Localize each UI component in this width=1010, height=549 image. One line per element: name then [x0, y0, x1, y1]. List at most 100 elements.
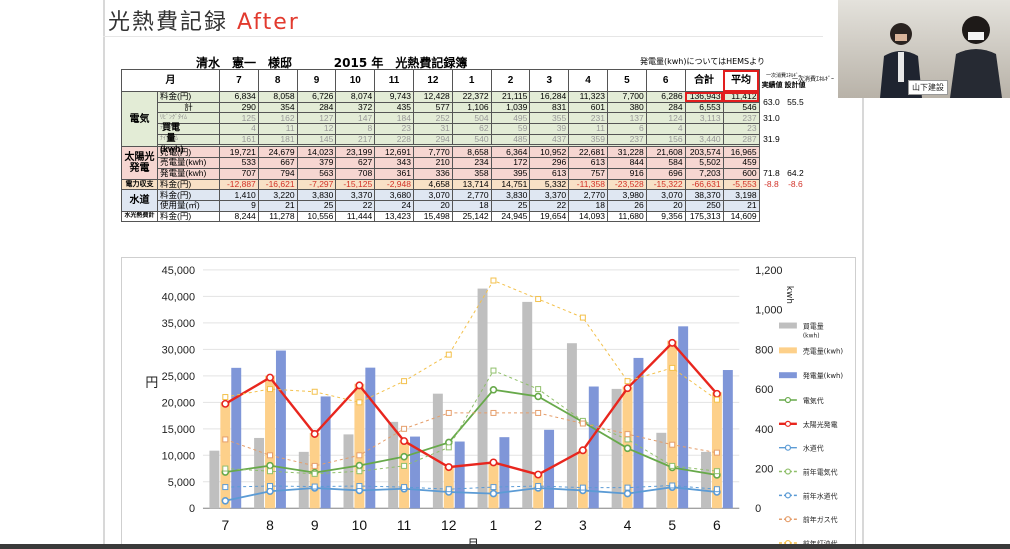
- row-label-total: 計: [157, 101, 220, 114]
- category-electricity: 電気: [121, 90, 158, 148]
- value-cell: 184: [374, 112, 414, 125]
- bar-2-9: [633, 357, 644, 509]
- value-cell: 1,039: [490, 101, 531, 114]
- line-point-3-1: [267, 468, 273, 475]
- value-cell: 4,658: [412, 178, 453, 191]
- value-cell: 437: [529, 133, 570, 146]
- legend-label: 電気代: [803, 396, 824, 405]
- value-cell: -11,358: [568, 178, 608, 191]
- camera-side-label: 一次消費ｴﾈﾙｷﾞｰ: [792, 76, 835, 83]
- value-cell: 9,356: [645, 210, 686, 223]
- value-cell: 3,830: [296, 189, 337, 201]
- value-cell: 916: [606, 167, 647, 180]
- line-point-6-5: [445, 351, 452, 358]
- value-cell: 361: [374, 167, 414, 180]
- value-cell: 203,574: [684, 146, 724, 159]
- value-cell: 237: [606, 133, 647, 146]
- x-axis-label: 月: [467, 537, 479, 549]
- sheet-owner: 清水 憲一 様邸: [196, 56, 293, 70]
- value-cell: 25: [490, 199, 531, 212]
- legend-marker-1: [784, 420, 792, 427]
- value-cell: 19,654: [529, 210, 570, 223]
- bar-2-0: [231, 367, 242, 509]
- value-cell: 252: [412, 112, 453, 125]
- y2-tick-label: 400: [755, 424, 773, 436]
- value-cell: 11: [568, 123, 608, 135]
- slide-title: 光熱費記録 After: [108, 4, 300, 36]
- legend-unit: (kwh): [803, 332, 820, 339]
- energy-cell: 63.0: [763, 96, 780, 107]
- value-cell: 237: [722, 112, 760, 125]
- legend-marker-3: [784, 468, 792, 475]
- row-label: 料金(円): [157, 178, 220, 191]
- buy-kwh-label: 買電量(kwh): [160, 122, 184, 154]
- value-cell: 10,952: [529, 146, 570, 159]
- legend-label: 水道代: [803, 444, 824, 453]
- line-point-1-0: [221, 399, 230, 408]
- value-cell: 20: [645, 199, 686, 212]
- value-cell: 533: [219, 157, 259, 169]
- value-cell: 2,770: [451, 189, 492, 201]
- bar-1-0: [220, 402, 231, 509]
- x-tick-label: 3: [579, 517, 587, 533]
- header-energy-top: 一次消費ｴﾈﾙｷﾞｰ: [766, 72, 802, 79]
- value-cell: 13,714: [451, 178, 492, 191]
- value-cell: 459: [722, 157, 760, 169]
- value-cell: 1,106: [451, 101, 492, 114]
- value-cell: 9,743: [374, 91, 414, 103]
- y-tick-label: 35,000: [162, 318, 195, 330]
- value-cell: 136,943: [684, 91, 724, 103]
- line-series-5: [225, 412, 718, 467]
- bar-0-8: [566, 343, 577, 509]
- value-cell: 14,751: [490, 178, 531, 191]
- line-point-1-8: [578, 446, 587, 455]
- line-point-1-3: [355, 381, 364, 390]
- value-cell: 145: [296, 133, 337, 146]
- line-point-6-6: [490, 277, 497, 284]
- bar-2-2: [320, 396, 331, 509]
- value-cell: 284: [296, 101, 337, 114]
- category-total: 水光熱費計: [121, 210, 158, 223]
- line-point-1-4: [400, 437, 409, 446]
- value-cell: 358: [451, 167, 492, 180]
- legend-marker-0: [784, 396, 792, 404]
- line-point-0-6: [489, 385, 498, 394]
- energy-cell: [783, 134, 807, 145]
- sheet-year-label: 2015 年 光熱費記録簿: [333, 56, 468, 70]
- header-average: 平均: [722, 69, 760, 92]
- value-cell: 12,428: [412, 91, 453, 103]
- line-point-4-4: [401, 484, 408, 491]
- webcam-caption: 山下建設: [908, 80, 948, 95]
- bar-0-0: [209, 450, 220, 509]
- energy-cell: [783, 124, 807, 135]
- value-cell: [684, 123, 724, 135]
- value-cell: 613: [529, 167, 570, 180]
- value-cell: 12,691: [374, 146, 414, 159]
- line-point-3-11: [713, 468, 720, 475]
- value-cell: 296: [529, 157, 570, 169]
- row-label: 料金(円): [157, 91, 220, 103]
- value-cell: 125: [219, 112, 259, 125]
- legend-label: 買電量: [803, 323, 824, 331]
- value-cell: 228: [374, 133, 414, 146]
- value-cell: 172: [490, 157, 531, 169]
- slide-title-after: After: [237, 10, 300, 35]
- legend-marker-5: [784, 516, 792, 523]
- value-cell: 38,370: [684, 189, 724, 201]
- bar-2-4: [410, 436, 420, 509]
- value-cell: 435: [374, 101, 414, 114]
- value-cell: 7,700: [606, 91, 647, 103]
- value-cell: 379: [296, 157, 337, 169]
- bar-0-5: [432, 393, 443, 509]
- line-point-4-6: [490, 484, 497, 491]
- value-cell: 14,609: [722, 210, 760, 223]
- line-point-2-0: [221, 497, 230, 505]
- bar-1-1: [265, 375, 275, 509]
- row-label: 料金(円): [157, 189, 220, 201]
- y-tick-label: 10,000: [162, 450, 195, 462]
- value-cell: 3,070: [645, 189, 686, 201]
- value-cell: 3,370: [529, 189, 570, 201]
- table-row: 使用量(㎥) 9 21 25 22 24 20 18 25 22 18 26 20 250 21: [122, 199, 808, 212]
- value-cell: 1,410: [219, 189, 259, 201]
- header-month-cell: 3: [529, 69, 570, 92]
